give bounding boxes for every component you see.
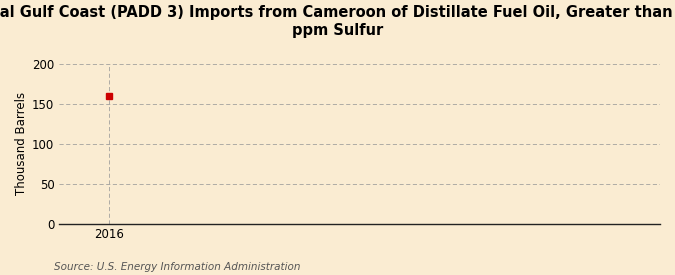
Text: Source: U.S. Energy Information Administration: Source: U.S. Energy Information Administ… (54, 262, 300, 272)
Text: Annual Gulf Coast (PADD 3) Imports from Cameroon of Distillate Fuel Oil, Greater: Annual Gulf Coast (PADD 3) Imports from … (0, 6, 675, 38)
Y-axis label: Thousand Barrels: Thousand Barrels (15, 92, 28, 195)
